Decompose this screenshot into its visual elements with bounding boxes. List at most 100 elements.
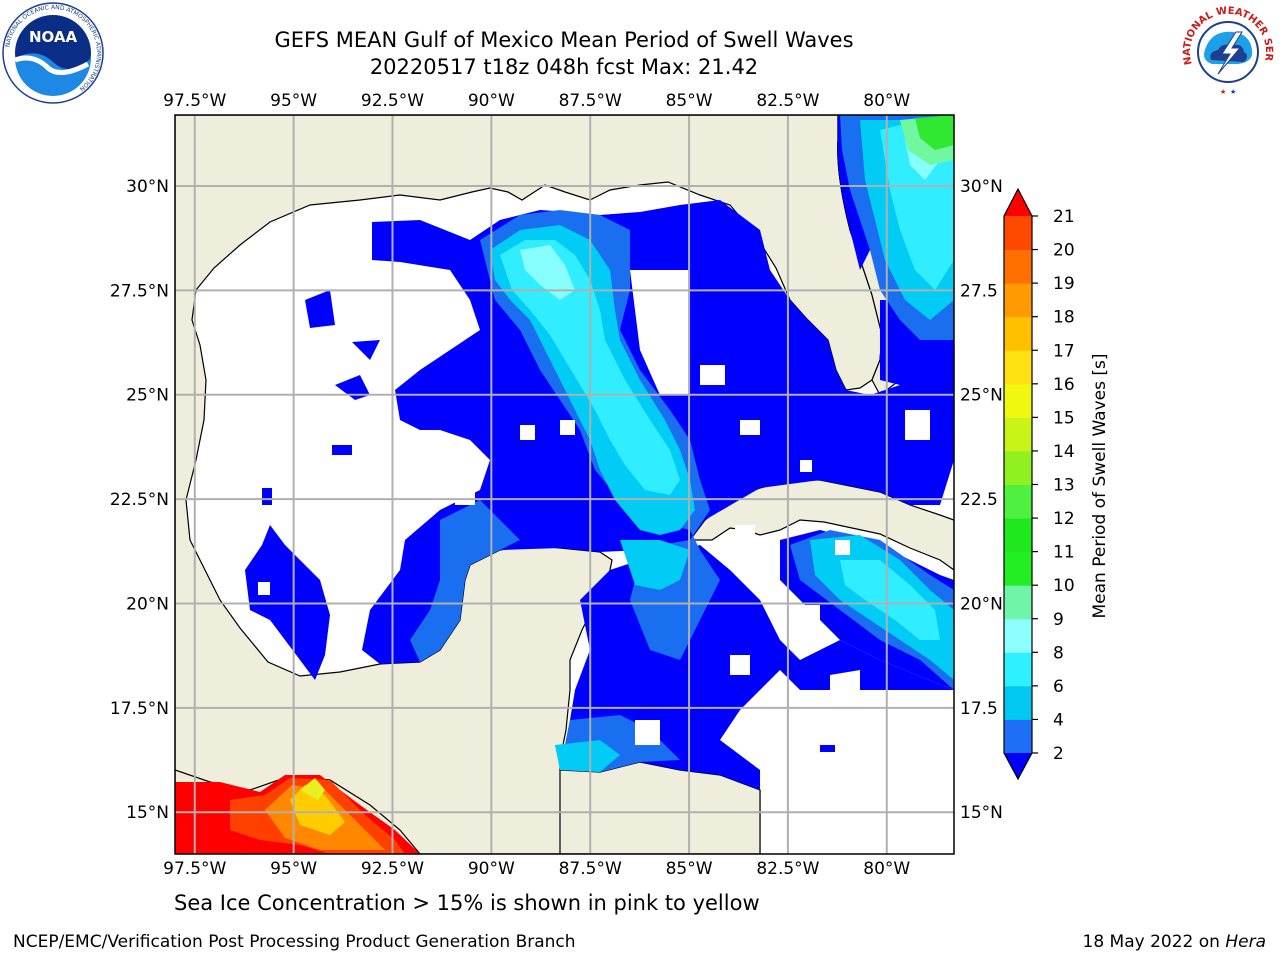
- no-data-patch-12: [630, 270, 690, 395]
- swell-contour-9: [820, 745, 835, 752]
- colorbar-tick-label-14: 19: [1053, 274, 1075, 294]
- lat-label-right-4: 20°N: [960, 594, 1003, 614]
- lon-label-bottom-0: 97.5°W: [163, 859, 226, 879]
- no-data-patch-8: [730, 655, 750, 675]
- map-caption: Sea Ice Concentration > 15% is shown in …: [174, 891, 760, 915]
- no-data-patch-0: [560, 420, 575, 435]
- no-data-patch-14: [830, 670, 860, 690]
- footer-credit: NCEP/EMC/Verification Post Processing Pr…: [13, 932, 576, 952]
- no-data-patch-2: [700, 365, 725, 385]
- swell-contour-18: [620, 540, 690, 590]
- swell-period-field: [245, 115, 954, 790]
- footer-host: Hera: [1225, 932, 1266, 952]
- lat-label-right-6: 15°N: [960, 803, 1003, 823]
- lat-label-right-0: 30°N: [960, 177, 1003, 197]
- no-data-patch-11: [258, 582, 270, 595]
- colorbar-tick-label-2: 6: [1053, 677, 1064, 697]
- longitude-labels-top: 97.5°W 95°W 92.5°W 90°W 87.5°W 85°W 82.5°W 80°W: [163, 91, 910, 111]
- lat-label-left-4: 20°N: [126, 594, 169, 614]
- colorbar-segment-12: [1004, 316, 1032, 351]
- no-data-patch-7: [735, 525, 755, 545]
- colorbar-segment-2: [1004, 652, 1032, 687]
- lon-label-bottom-3: 90°W: [468, 859, 515, 879]
- map-frame: [174, 114, 955, 855]
- swell-contour-3: [305, 290, 335, 328]
- noaa-wordmark: NOAA: [29, 28, 78, 46]
- colorbar-tick-label-16: 21: [1053, 207, 1075, 227]
- footer-date: 18 May 2022 on Hera: [1083, 932, 1267, 952]
- lon-label-top-5: 85°W: [666, 91, 713, 111]
- no-data-patch-13: [795, 605, 820, 635]
- chart-title: GEFS MEAN Gulf of Mexico Mean Period of …: [274, 28, 854, 52]
- svg-text:★: ★: [1230, 88, 1236, 96]
- no-data-patch-4: [740, 420, 760, 435]
- footer-date-text: 18 May 2022 on: [1082, 932, 1226, 952]
- colorbar-tick-label-9: 14: [1053, 442, 1075, 462]
- lon-label-top-3: 90°W: [468, 91, 515, 111]
- colorbar-segment-3: [1004, 618, 1032, 653]
- longitude-labels-bottom: 97.5°W 95°W 92.5°W 90°W 87.5°W 85°W 82.5°W 80°W: [163, 859, 910, 879]
- lat-label-left-6: 15°N: [126, 803, 169, 823]
- swell-contour-21: [555, 740, 620, 772]
- colorbar-segment-10: [1004, 383, 1032, 418]
- no-data-patch-1: [520, 425, 535, 440]
- lat-label-left-2: 25°N: [126, 386, 169, 406]
- colorbar-tick-label-8: 13: [1053, 476, 1075, 496]
- colorbar-tick-label-3: 8: [1053, 643, 1064, 663]
- colorbar-tick-label-11: 16: [1053, 375, 1075, 395]
- swell-contour-6: [262, 488, 272, 505]
- lon-label-bottom-7: 80°W: [863, 859, 910, 879]
- swell-contour-25: [520, 245, 575, 300]
- colorbar-tick-label-1: 4: [1053, 710, 1064, 730]
- latitude-labels-left: 30°N 27.5°N 25°N 22.5°N 20°N 17.5°N 15°N: [110, 177, 169, 823]
- colorbar-tick-label-5: 10: [1053, 576, 1075, 596]
- no-data-patch-5: [905, 410, 930, 440]
- colorbar-segment-4: [1004, 585, 1032, 620]
- lon-label-top-7: 80°W: [863, 91, 910, 111]
- pacific-contour-3: [290, 785, 345, 835]
- swell-contour-24: [840, 560, 940, 640]
- svg-text:★: ★: [1220, 88, 1226, 96]
- colorbar-label: Mean Period of Swell Waves [s]: [1090, 354, 1110, 619]
- lon-label-top-1: 95°W: [270, 91, 317, 111]
- lat-label-left-3: 22.5°N: [110, 490, 169, 510]
- colorbar-segment-0: [1004, 719, 1032, 754]
- swell-contour-5: [332, 445, 352, 455]
- latitude-labels-right: 30°N 27.5 25°N 22.5 20°N 17.5 15°N: [960, 177, 1003, 823]
- colorbar-segment-8: [1004, 450, 1032, 485]
- lon-label-top-6: 82.5°W: [756, 91, 819, 111]
- colorbar-segment-6: [1004, 518, 1032, 553]
- no-data-patch-15: [800, 460, 812, 472]
- noaa-logo: NATIONAL OCEANIC AND ATMOSPHERIC ADMINIS…: [2, 2, 104, 104]
- colorbar-segment-11: [1004, 350, 1032, 385]
- no-data-patch-10: [455, 490, 475, 505]
- colorbar-segment-9: [1004, 417, 1032, 452]
- lon-label-bottom-5: 85°W: [666, 859, 713, 879]
- colorbar-segment-1: [1004, 685, 1032, 720]
- lon-label-top-0: 97.5°W: [163, 91, 226, 111]
- colorbar-segment-7: [1004, 484, 1032, 519]
- swell-contour-28: [915, 115, 954, 150]
- no-data-patch-9: [635, 720, 660, 745]
- colorbar-tick-label-6: 11: [1053, 543, 1075, 563]
- lat-label-right-1: 27.5: [960, 281, 998, 301]
- lon-label-bottom-2: 92.5°W: [361, 859, 424, 879]
- lat-label-left-1: 27.5°N: [110, 281, 169, 301]
- colorbar-under: [1004, 753, 1032, 779]
- colorbar-tick-label-12: 17: [1053, 341, 1075, 361]
- lat-label-right-2: 25°N: [960, 386, 1003, 406]
- colorbar-segment-5: [1004, 551, 1032, 586]
- colorbar-tick-label-7: 12: [1053, 509, 1075, 529]
- map-layers: [175, 115, 954, 854]
- national-weather-service-logo: NATIONAL WEATHER SERVICE ★ ★: [1178, 2, 1276, 100]
- lon-label-top-4: 87.5°W: [559, 91, 622, 111]
- lon-label-bottom-6: 82.5°W: [756, 859, 819, 879]
- colorbar-tick-label-0: 2: [1053, 744, 1064, 764]
- lat-label-left-0: 30°N: [126, 177, 169, 197]
- lat-label-left-5: 17.5°N: [110, 699, 169, 719]
- colorbar-tick-label-13: 18: [1053, 308, 1075, 328]
- colorbar-tick-label-4: 9: [1053, 610, 1064, 630]
- colorbar-segment-15: [1004, 216, 1032, 251]
- colorbar: 2 4 6 8 9 10 11 12 13 14 15 16 17 18 19 20 21: [1003, 187, 1075, 781]
